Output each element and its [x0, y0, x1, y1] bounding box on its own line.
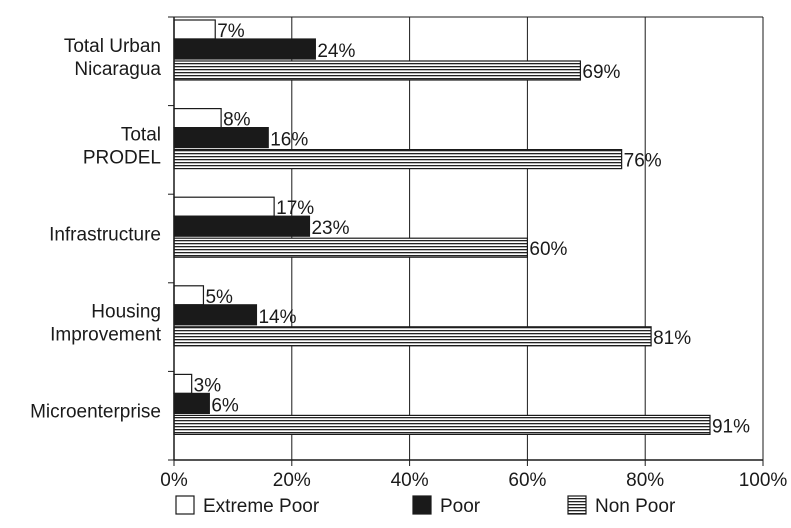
- x-tick-label: 40%: [391, 470, 429, 491]
- data-label: 76%: [624, 151, 662, 172]
- data-label: 14%: [258, 307, 296, 328]
- x-tick-label: 100%: [739, 470, 788, 491]
- bar: [173, 215, 311, 237]
- bar: [173, 196, 275, 217]
- x-tick-label: 60%: [508, 470, 546, 491]
- legend-label: Non Poor: [595, 496, 676, 517]
- category-labels: Total Urban Nicaragua Total PRODEL Infrastru…: [30, 36, 162, 423]
- legend: Extreme Poor Poor Non Poor: [175, 495, 676, 517]
- data-label: 60%: [529, 239, 567, 260]
- category-label: Total Urban Nicaragua: [64, 36, 162, 80]
- bar: [173, 149, 623, 170]
- bar: [173, 19, 216, 40]
- data-label: 69%: [582, 62, 620, 83]
- legend-swatch: [567, 495, 587, 515]
- data-label: 81%: [653, 328, 691, 349]
- bar: [173, 373, 193, 394]
- category-label: Total PRODEL: [83, 124, 161, 168]
- bar: [173, 326, 652, 347]
- legend-swatch: [412, 495, 432, 515]
- data-label: 16%: [270, 130, 308, 151]
- bar: [173, 38, 316, 60]
- legend-label: Poor: [440, 496, 481, 517]
- data-label: 17%: [276, 198, 314, 219]
- bar: [173, 107, 222, 129]
- legend-label: Extreme Poor: [203, 496, 320, 517]
- bars: 7% 24% 69% 8% 16% 76% 17%23% 60% 5% 14% 81% 3%6% 91%: [173, 19, 750, 437]
- category-label: Housing Improvement: [50, 302, 162, 346]
- legend-swatch: [175, 495, 195, 515]
- data-label: 23%: [311, 218, 349, 239]
- data-label: 5%: [205, 287, 233, 308]
- bar: [173, 126, 269, 149]
- data-label: 8%: [223, 110, 251, 131]
- category-label: Microenterprise: [30, 402, 161, 423]
- x-tick-label: 0%: [160, 470, 188, 491]
- data-label: 7%: [217, 21, 245, 42]
- data-label: 91%: [712, 416, 750, 437]
- bar: [173, 304, 258, 326]
- data-label: 6%: [211, 395, 239, 416]
- x-tick-label: 80%: [626, 470, 664, 491]
- bar: [173, 237, 528, 258]
- bar: [173, 414, 711, 435]
- category-label: Infrastructure: [49, 225, 161, 246]
- bar: [173, 392, 210, 414]
- axes: [168, 16, 764, 466]
- x-tick-label: 20%: [273, 470, 311, 491]
- bar: [173, 60, 582, 81]
- data-label: 24%: [317, 41, 355, 62]
- data-label: 3%: [194, 375, 222, 396]
- x-tick-labels: 0% 20% 40% 60% 80% 100%: [160, 470, 787, 491]
- bar: [173, 285, 205, 306]
